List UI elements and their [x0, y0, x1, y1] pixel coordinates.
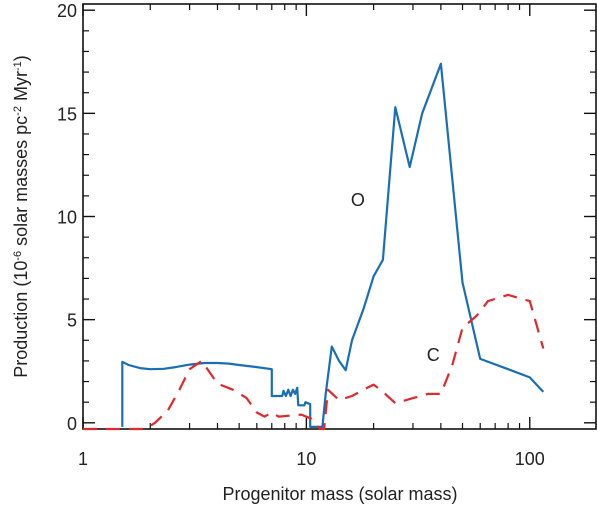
- y-axis-title-part: solar masses pc: [11, 116, 31, 251]
- tick-labels: 1 10 100 0 5 10 15 20: [57, 1, 545, 469]
- series-label-c: C: [427, 345, 440, 365]
- y-tick-label: 20: [57, 1, 77, 21]
- series-label-o: O: [351, 190, 365, 210]
- series-labels: OC: [351, 190, 440, 365]
- y-tick-label: 15: [57, 104, 77, 124]
- x-axis-title: Progenitor mass (solar mass): [222, 484, 457, 504]
- x-tick-label: 100: [515, 449, 545, 469]
- y-axis-title: Production (10-6 solar masses pc-2 Myr-1…: [11, 55, 31, 377]
- axis-ticks: [82, 4, 596, 429]
- x-tick-label: 10: [296, 449, 316, 469]
- y-axis-title-exponent: -6: [12, 251, 24, 261]
- y-axis-title-part: Production (10: [11, 261, 31, 378]
- y-axis-title-part: ): [11, 55, 31, 61]
- series-line-c: [83, 293, 545, 431]
- y-tick-label: 10: [57, 208, 77, 228]
- series-line-o: [121, 62, 545, 428]
- x-tick-label: 1: [78, 449, 88, 469]
- y-tick-label: 5: [67, 311, 77, 331]
- y-tick-label: 0: [67, 414, 77, 434]
- series-layer: [83, 62, 545, 431]
- y-axis-title-part: Myr: [11, 71, 31, 106]
- y-axis-title-exponent: -1: [12, 61, 24, 71]
- y-axis-title-exponent: -2: [12, 106, 24, 116]
- plot-area: [82, 3, 597, 430]
- plot-frame: [82, 3, 597, 430]
